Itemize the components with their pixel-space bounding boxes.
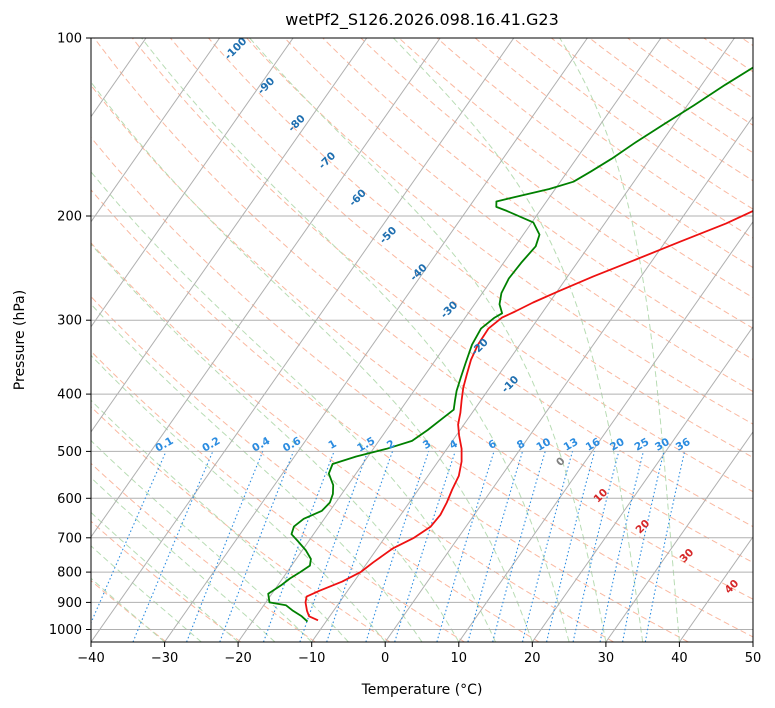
dry-adiabat-line [589, 38, 753, 154]
dewpoint-profile-line [267, 66, 753, 623]
mixing-ratio-line [599, 451, 644, 642]
moist-adiabat-line [249, 38, 607, 642]
mixing-ratio-line [622, 451, 665, 642]
dry-adiabat-line [91, 406, 391, 642]
y-axis-label: Pressure (hPa) [12, 290, 28, 390]
isotherm-line [91, 38, 441, 538]
x-tick-label: 0 [381, 651, 389, 666]
y-tick-label: 100 [57, 32, 82, 47]
dry-adiabat-line [93, 38, 753, 564]
isotherm-line [91, 38, 515, 642]
moist-adiabat-line [559, 38, 680, 642]
y-tick-label: 700 [57, 531, 82, 546]
mixing-ratio-line [436, 451, 495, 642]
x-tick-label: −40 [77, 651, 104, 666]
x-tick-label: −20 [224, 651, 251, 666]
x-tick-label: −10 [298, 651, 325, 666]
mixing-ratio-line [572, 451, 620, 642]
y-tick-label: 300 [57, 314, 82, 329]
dry-adiabat-line [474, 38, 753, 239]
isotherm-line [605, 430, 753, 642]
moist-adiabat-line [91, 81, 533, 642]
profile-lines [267, 66, 753, 623]
isotherm-line [0, 38, 73, 642]
x-axis-label: Temperature (°C) [361, 682, 483, 698]
isotherm-line [458, 220, 753, 642]
isotherm-line [91, 38, 221, 223]
moist-adiabat-line [393, 38, 644, 642]
x-tick-label: 20 [524, 651, 541, 666]
dry-adiabat-line [91, 84, 753, 600]
isotherm-line [311, 38, 735, 642]
isotherm-line [531, 325, 753, 642]
isotherm-line [91, 38, 368, 433]
mixing-ratio-line [326, 451, 394, 642]
dry-adiabat-line [208, 38, 753, 459]
dry-adiabat-line [512, 38, 753, 210]
moist-adiabat-line [91, 171, 497, 642]
x-tick-label: 40 [671, 651, 688, 666]
temperature-profile-line [304, 210, 753, 622]
x-tick-label: −30 [151, 651, 178, 666]
isotherm-line [752, 641, 753, 642]
moist-adiabat-line [91, 303, 423, 642]
y-tick-label: 800 [57, 566, 82, 581]
dry-adiabat-line [246, 38, 753, 425]
x-tick-label: 50 [745, 651, 762, 666]
moist-adiabat-line [91, 477, 276, 642]
isotherm-line [678, 535, 753, 642]
moist-adiabat-line [91, 243, 460, 642]
mixing-ratio-line [546, 451, 596, 642]
dry-adiabat-line [551, 38, 753, 182]
background-lines [0, 38, 753, 642]
plot-frame [90, 37, 754, 643]
mixing-ratio-line [644, 451, 686, 642]
mixing-ratio-line [521, 451, 574, 642]
dry-adiabat-line [398, 38, 753, 299]
dry-adiabat-line [360, 38, 753, 329]
y-tick-label: 400 [57, 388, 82, 403]
x-tick-label: 10 [451, 651, 468, 666]
chart-title: wetPf2_S126.2026.098.16.41.G23 [285, 10, 559, 30]
dry-adiabat-line [91, 520, 242, 642]
moist-adiabat-line [91, 399, 349, 642]
dry-adiabat-line [284, 38, 753, 393]
y-tick-label: 1000 [49, 623, 82, 638]
dry-adiabat-line [91, 242, 614, 642]
dry-adiabat-line [131, 38, 753, 528]
dry-adiabat-line [436, 38, 753, 269]
isotherm-line [91, 38, 294, 328]
isotherm-line [237, 38, 662, 642]
dry-adiabat-line [91, 350, 465, 642]
plot-background [91, 38, 753, 642]
isotherm-line [384, 115, 753, 642]
dry-adiabat-line [322, 38, 753, 361]
dry-adiabat-line [91, 295, 540, 642]
y-tick-label: 200 [57, 210, 82, 225]
x-tick-label: 30 [598, 651, 615, 666]
moist-adiabat-line [91, 354, 386, 642]
dry-adiabat-line [170, 38, 753, 493]
y-tick-label: 600 [57, 492, 82, 507]
mixing-ratio-line [262, 451, 335, 642]
mixing-ratio-line [132, 451, 214, 642]
mixing-ratio-line [299, 451, 369, 642]
mixing-ratio-line [492, 451, 546, 642]
y-tick-label: 900 [57, 596, 82, 611]
dry-adiabat-line [91, 189, 689, 642]
mixing-ratio-line [394, 451, 456, 642]
y-tick-label: 500 [57, 445, 82, 460]
axes: −40 −30 −20 −10 0 10 20 30 40 50 100 200 300 400 500 60… [49, 32, 761, 667]
mixing-ratio-line [467, 451, 524, 642]
isotherm-line [164, 38, 588, 642]
moist-adiabat-line [141, 38, 570, 642]
mixing-ratio-line [91, 451, 167, 625]
